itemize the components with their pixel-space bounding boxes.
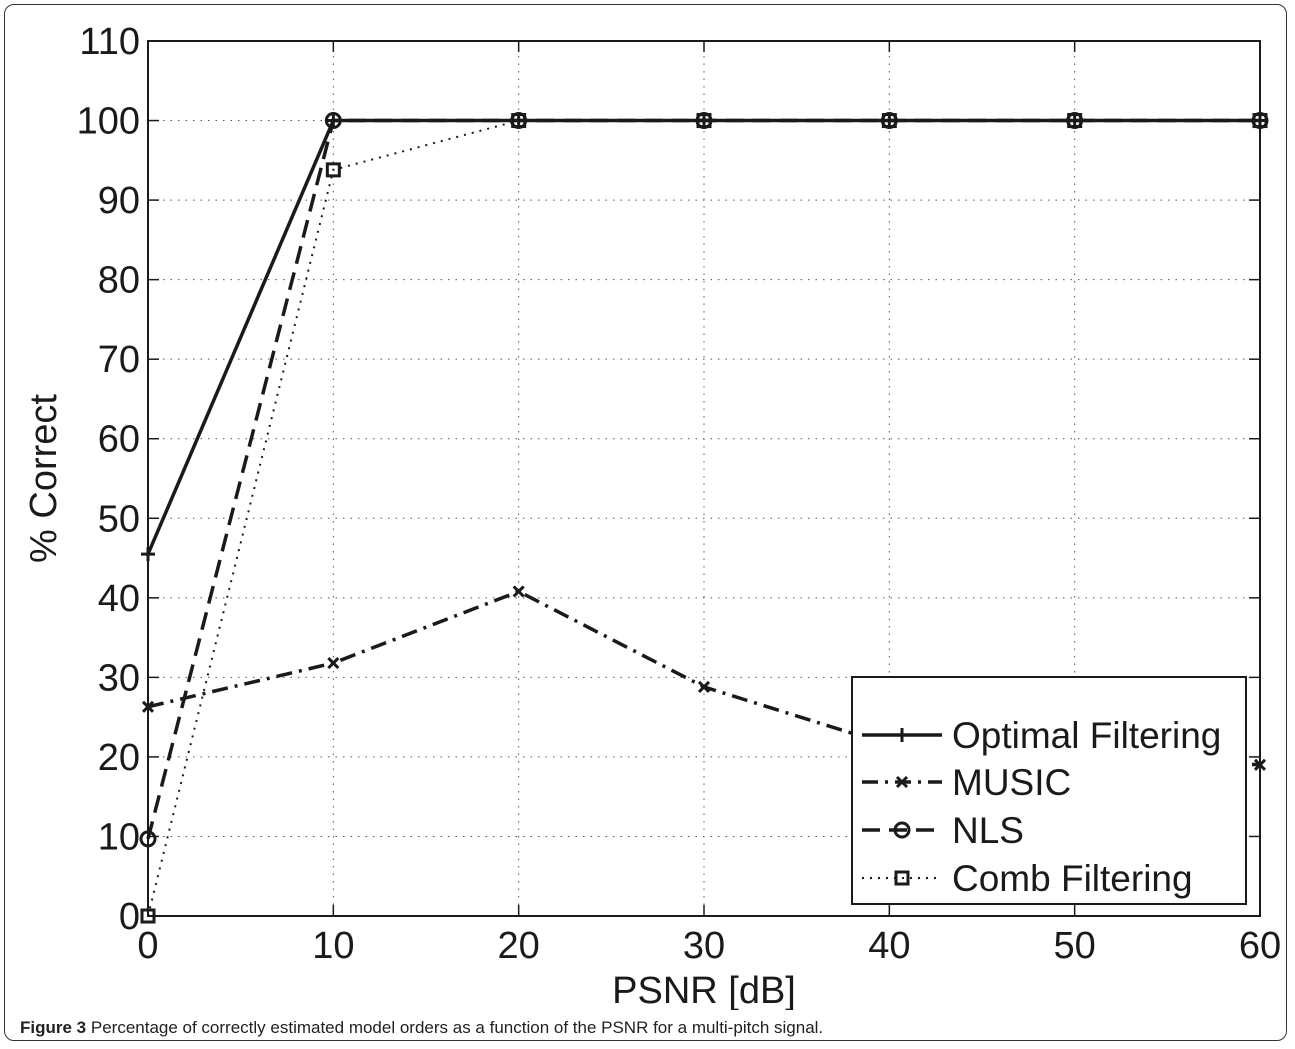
data-point-optimal-filtering xyxy=(141,547,155,562)
data-point-nls xyxy=(139,830,157,848)
data-point-music xyxy=(141,700,155,713)
y-tick-label: 0 xyxy=(119,896,140,938)
caption-text: Percentage of correctly estimated model … xyxy=(90,1018,824,1037)
y-tick-label: 70 xyxy=(98,339,140,381)
figure-caption: Figure 3 Percentage of correctly estimat… xyxy=(20,1018,823,1038)
y-tick-label: 80 xyxy=(98,260,140,302)
x-tick-label: 20 xyxy=(498,925,540,967)
data-point-comb-filtering xyxy=(325,162,341,178)
y-tick-label: 60 xyxy=(98,419,140,461)
series-line-optimal-filtering xyxy=(146,118,1260,555)
x-tick-label: 10 xyxy=(312,925,354,967)
line-chart: 0 10 20 30 40 50 60 0 10 20 30 40 50 60 70 80 90 100 110 P… xyxy=(23,21,1282,1010)
figure-frame xyxy=(4,4,1287,1041)
data-point-optimal-filtering xyxy=(1253,113,1267,128)
y-tick-label: 10 xyxy=(98,816,140,858)
legend: Optimal Filtering MUSIC NLS Comb Filtering xyxy=(851,676,1247,905)
data-point-music xyxy=(1253,758,1267,771)
y-tick-label: 50 xyxy=(98,498,140,540)
data-point-music xyxy=(327,656,340,670)
x-tick-label: 30 xyxy=(683,925,725,967)
data-point-comb-filtering xyxy=(140,908,156,924)
x-tick-label: 40 xyxy=(868,925,910,967)
legend-swatch-marker xyxy=(893,821,911,839)
y-tick-label: 40 xyxy=(98,578,140,620)
data-point-optimal-filtering xyxy=(1067,113,1082,128)
x-axis-label: PSNR [dB] xyxy=(612,970,796,1010)
legend-swatch-marker xyxy=(895,728,909,742)
legend-label: NLS xyxy=(952,810,1024,851)
data-point-music xyxy=(512,585,525,598)
legend-label: MUSIC xyxy=(952,762,1071,803)
axis-ticks: 0 10 20 30 40 50 60 0 10 20 30 40 50 60 70 80 90 100 110 xyxy=(77,21,1282,967)
y-tick-label: 20 xyxy=(98,737,140,779)
y-tick-label: 30 xyxy=(98,657,140,699)
x-tick-label: 60 xyxy=(1239,925,1281,967)
data-point-optimal-filtering xyxy=(511,113,526,128)
data-point-optimal-filtering xyxy=(882,113,897,128)
legend-swatch-marker xyxy=(895,775,909,789)
legend-box xyxy=(851,676,1247,905)
x-tick-label: 50 xyxy=(1054,925,1096,967)
caption-label: Figure 3 xyxy=(20,1018,87,1037)
x-tick-label: 0 xyxy=(137,925,158,967)
y-tick-label: 90 xyxy=(98,180,140,222)
y-axis-label: % Correct xyxy=(23,394,65,563)
y-tick-label: 110 xyxy=(79,21,140,63)
legend-label: Comb Filtering xyxy=(952,858,1193,899)
legend-swatch-marker xyxy=(894,870,910,886)
data-point-optimal-filtering xyxy=(697,113,711,128)
legend-label: Optimal Filtering xyxy=(952,715,1221,756)
data-point-optimal-filtering xyxy=(326,113,341,128)
y-tick-label: 100 xyxy=(77,101,140,143)
data-point-music xyxy=(697,680,711,693)
